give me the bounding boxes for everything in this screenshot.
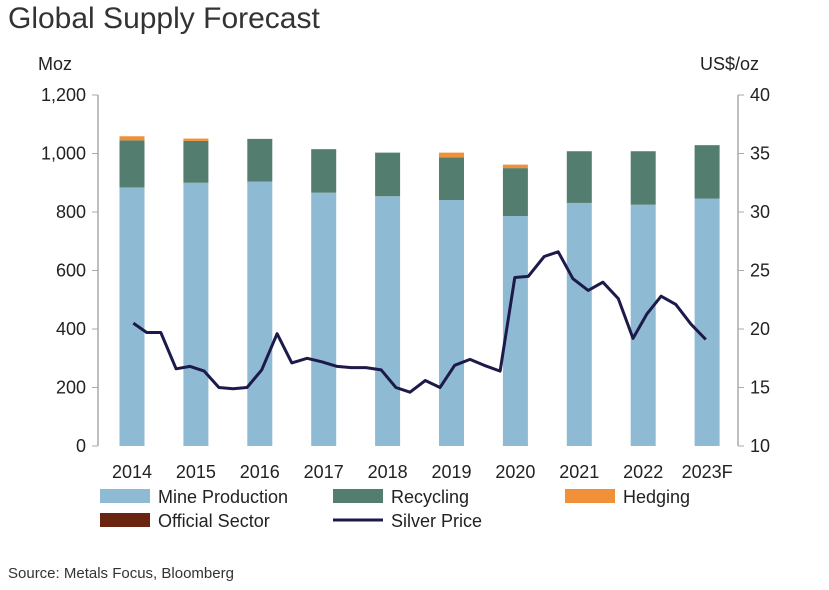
x-tick-label: 2017	[304, 462, 344, 482]
left-tick-label: 1,200	[41, 85, 86, 105]
left-tick-label: 800	[56, 202, 86, 222]
left-tick-label: 600	[56, 261, 86, 281]
bar-mine-production	[630, 204, 656, 446]
left-axis-unit: Moz	[38, 54, 73, 74]
source-note: Source: Metals Focus, Bloomberg	[8, 565, 234, 582]
legend-label-silver-price: Silver Price	[391, 511, 482, 531]
x-tick-label: 2015	[176, 462, 216, 482]
bar-recycling	[183, 140, 209, 183]
bar-mine-production	[247, 181, 273, 446]
bar-recycling	[311, 149, 337, 193]
legend-label-hedging: Hedging	[623, 487, 690, 507]
legend-label-recycling: Recycling	[391, 487, 469, 507]
chart-title: Global Supply Forecast	[8, 2, 320, 35]
bar-recycling	[375, 152, 401, 197]
bar-mine-production	[311, 192, 337, 446]
right-tick-label: 30	[750, 202, 770, 222]
x-tick-label: 2018	[368, 462, 408, 482]
legend-swatch-official-sector	[100, 513, 150, 527]
bar-hedging	[439, 152, 464, 158]
legend-swatch-recycling	[333, 489, 383, 503]
bar-recycling	[630, 152, 656, 205]
x-tick-label: 2021	[559, 462, 599, 482]
bar-recycling	[247, 138, 273, 182]
bar-hedging	[183, 138, 209, 141]
left-tick-label: 0	[76, 436, 86, 456]
bar-official-sector	[630, 151, 656, 153]
bar-mine-production	[566, 202, 592, 446]
bar-mine-production	[694, 198, 720, 446]
bar-official-sector	[694, 145, 720, 146]
silver-price-line	[132, 250, 707, 394]
legend-label-mine-production: Mine Production	[158, 487, 288, 507]
x-tick-label: 2022	[623, 462, 663, 482]
bar-hedging	[502, 164, 528, 169]
left-tick-label: 200	[56, 378, 86, 398]
right-axis-unit: US$/oz	[700, 54, 760, 74]
bar-recycling	[502, 168, 528, 217]
x-tick-label: 2016	[240, 462, 280, 482]
bar-recycling	[439, 157, 464, 201]
right-tick-label: 15	[750, 378, 770, 398]
x-tick-label: 2020	[495, 462, 535, 482]
bar-hedging	[119, 136, 145, 141]
bar-recycling	[119, 140, 145, 188]
x-tick-label: 2014	[112, 462, 152, 482]
left-tick-label: 400	[56, 319, 86, 339]
bar-mine-production	[119, 187, 145, 446]
right-tick-label: 10	[750, 436, 770, 456]
right-tick-label: 40	[750, 85, 770, 105]
bar-mine-production	[183, 182, 209, 446]
left-tick-label: 1,000	[41, 144, 86, 164]
x-tick-label: 2023F	[682, 462, 733, 482]
legend-swatch-mine-production	[100, 489, 150, 503]
bar-official-sector	[566, 151, 592, 153]
legend-label-official-sector: Official Sector	[158, 511, 270, 531]
bar-mine-production	[439, 200, 464, 446]
bar-official-sector	[311, 149, 337, 150]
right-tick-label: 20	[750, 319, 770, 339]
bar-recycling	[566, 152, 592, 203]
bar-mine-production	[375, 196, 401, 446]
bar-recycling	[694, 145, 720, 199]
legend-swatch-hedging	[565, 489, 615, 503]
right-tick-label: 35	[750, 144, 770, 164]
right-tick-label: 25	[750, 261, 770, 281]
x-tick-label: 2019	[431, 462, 471, 482]
